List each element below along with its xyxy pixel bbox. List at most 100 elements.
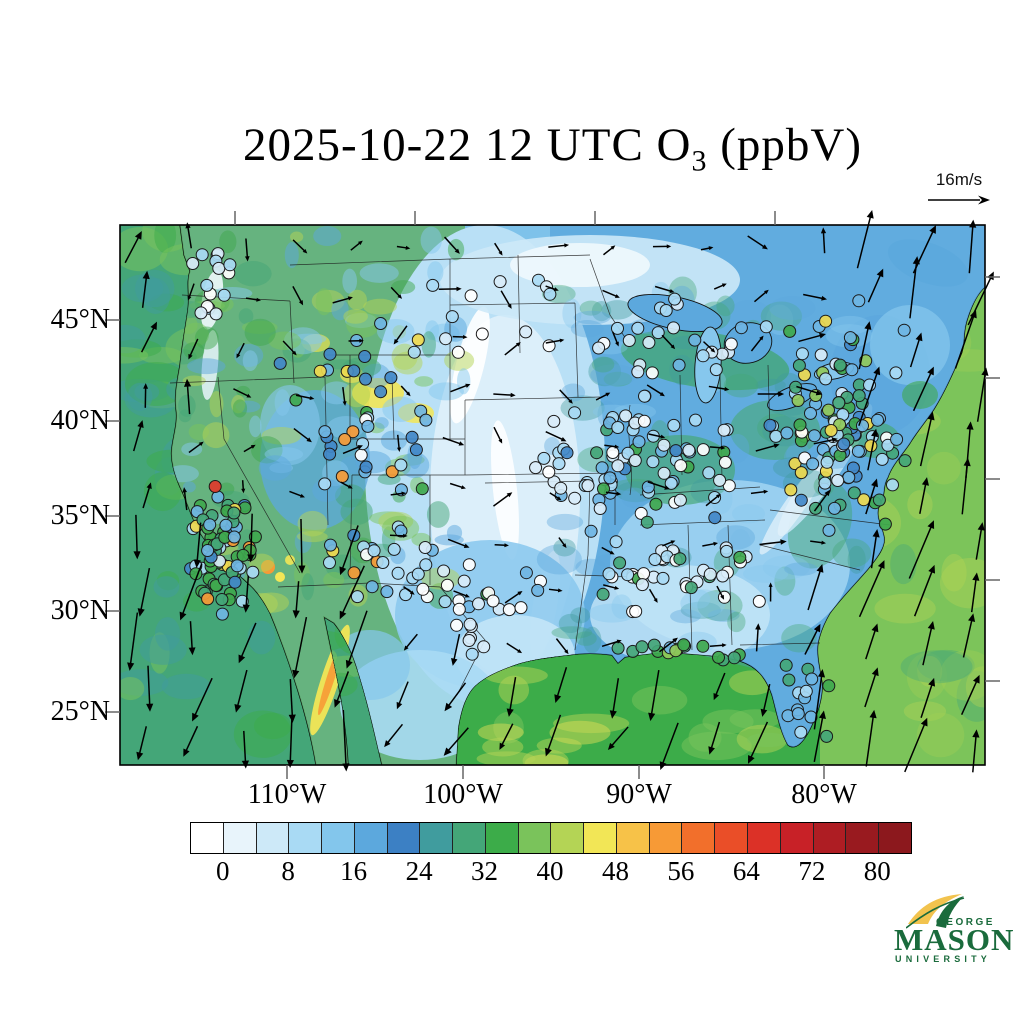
wind-vector-arrow: [647, 481, 671, 490]
lat-tick-label: 30°N: [50, 595, 110, 626]
wind-vector-arrow: [384, 723, 404, 748]
station-observation-dot: [228, 575, 242, 589]
station-observation-dot: [889, 366, 903, 380]
station-observation-dot: [611, 421, 625, 434]
wind-vector-arrow: [604, 444, 620, 449]
wind-vector-arrow: [555, 638, 569, 655]
station-observation-dot: [361, 419, 375, 433]
station-observation-dot: [672, 358, 686, 372]
wind-vector-arrow: [708, 385, 730, 392]
wind-vector-arrow: [603, 245, 616, 256]
wind-vector-arrow: [339, 525, 359, 576]
station-observation-dot: [595, 461, 609, 475]
wind-vector-arrow: [127, 612, 139, 671]
wind-vector-arrow: [601, 639, 622, 648]
wind-vector-arrow: [499, 723, 514, 750]
wind-vector-arrow: [188, 621, 196, 656]
station-observation-dot: [794, 725, 808, 739]
wind-vector-arrow: [813, 669, 826, 730]
station-observation-dot: [664, 476, 678, 490]
station-observation-dot: [203, 518, 217, 532]
wind-vector-arrow: [504, 342, 521, 356]
wind-vector-arrow: [760, 683, 771, 717]
station-observation-dot: [493, 275, 507, 289]
wind-vector-arrow: [390, 491, 407, 496]
station-observation-dot: [820, 455, 834, 469]
station-observation-dot: [637, 567, 651, 581]
wind-vector-arrow: [612, 331, 619, 347]
station-observation-dot: [631, 365, 645, 379]
wind-vector-arrow: [659, 637, 678, 653]
station-observation-dot: [763, 418, 777, 432]
wind-vector-arrow: [750, 489, 769, 495]
colorbar-cell: [649, 823, 683, 853]
station-observation-dot: [593, 502, 607, 515]
wind-vector-arrow: [450, 383, 471, 393]
wind-vector-arrow: [554, 667, 568, 703]
station-observation-dot: [227, 530, 241, 544]
wind-vector-arrow: [867, 428, 879, 471]
colorbar-cell: [584, 823, 617, 853]
station-observation-dot: [464, 289, 478, 303]
station-observation-dot: [380, 585, 394, 599]
station-observation-dot: [708, 511, 722, 525]
wind-vector-arrow: [400, 385, 411, 397]
wind-vector-arrow: [348, 338, 364, 343]
wind-vector-arrow: [444, 682, 467, 712]
colorbar-tick-label: 16: [340, 856, 368, 886]
wind-vector-arrow: [961, 457, 971, 515]
station-observation-dot: [779, 658, 793, 672]
wind-vector-arrow: [904, 717, 928, 773]
wind-vector-arrow: [233, 388, 252, 398]
wind-vector-arrow: [601, 546, 615, 555]
wind-vector-arrow: [750, 335, 764, 352]
wind-vector-arrow: [247, 513, 255, 563]
station-observation-dot: [871, 413, 884, 427]
lat-tick-label: 40°N: [50, 405, 110, 436]
wind-vector-arrow: [506, 642, 523, 654]
wind-vector-arrow: [595, 392, 611, 401]
wind-vector-arrow: [447, 538, 470, 548]
wind-vector-arrow: [238, 622, 257, 664]
station-observation-dot: [886, 478, 899, 492]
axis-ticks: [105, 211, 1000, 779]
station-observation-dot: [621, 568, 635, 582]
wind-vector-arrow: [242, 575, 250, 613]
station-observation-dot: [463, 617, 477, 631]
station-observation-dot: [374, 317, 388, 330]
station-observation-dot: [875, 452, 889, 466]
station-observation-dot: [415, 482, 429, 496]
wind-vector-arrow: [342, 387, 347, 406]
title-unit: (ppbV): [707, 119, 862, 171]
station-observation-dot: [215, 607, 229, 621]
station-observation-dot: [411, 333, 425, 347]
station-observation-dot: [649, 497, 663, 511]
station-observation-dot: [219, 518, 233, 532]
station-observation-dot: [335, 470, 349, 483]
wind-vector-arrow: [607, 726, 629, 751]
station-observation-dot: [804, 406, 817, 420]
wind-vector-arrow: [709, 643, 727, 648]
station-observation-dot: [716, 569, 730, 583]
wind-vector-arrow: [602, 289, 620, 298]
station-observation-dot: [843, 331, 857, 345]
wind-vector-arrow: [545, 338, 565, 344]
colorbar-tick-label: 0: [215, 856, 230, 886]
station-observation-dot: [807, 429, 821, 443]
wind-vector-arrow: [709, 445, 726, 450]
wind-vector-arrow: [648, 669, 660, 722]
station-observation-dot: [419, 558, 433, 572]
station-observation-dot: [385, 465, 399, 479]
station-observation-dot: [669, 444, 683, 458]
state-borders: [169, 254, 891, 696]
station-observation-dot: [611, 321, 624, 335]
station-observation-dot: [864, 439, 878, 453]
colorbar-tick-label: 8: [281, 856, 295, 886]
station-observation-dot: [837, 437, 851, 451]
station-observation-dot: [452, 602, 466, 616]
station-observation-dot: [387, 542, 401, 556]
station-observation-dot: [668, 292, 682, 306]
station-observation-dot: [195, 248, 209, 262]
wind-vector-arrow: [443, 727, 469, 756]
station-observation-dot: [622, 334, 636, 347]
